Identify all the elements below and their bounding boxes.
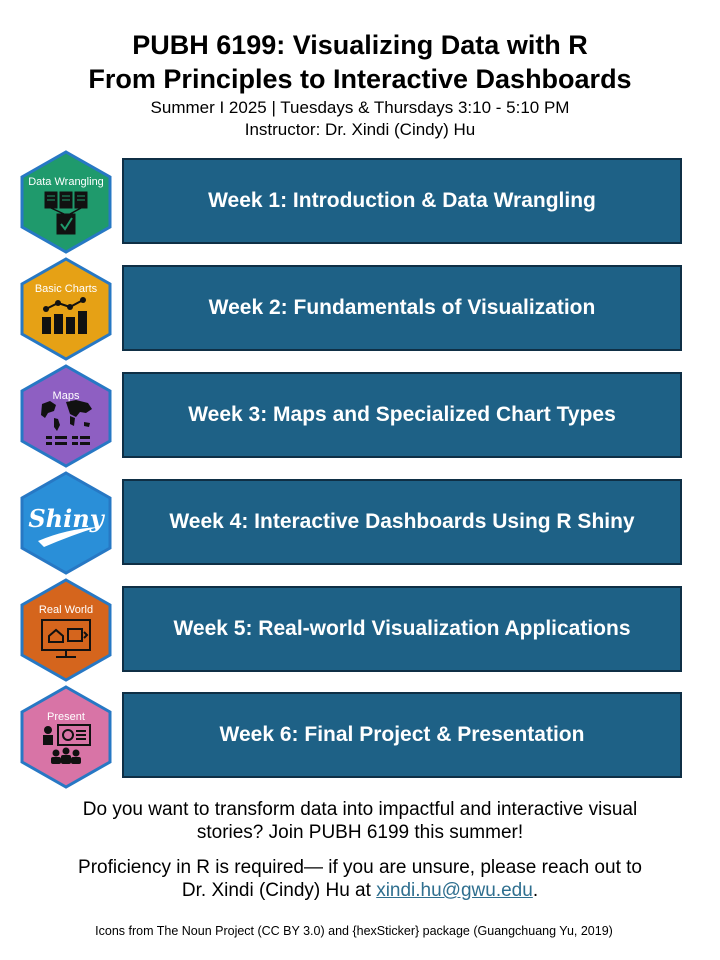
bar-chart-icon [42,297,87,334]
week-6-label: Week 6: Final Project & Presentation [219,723,585,746]
hex-label: Real World [39,604,93,616]
pitch-line-1: Do you want to transform data into impac… [82,799,638,820]
requirement-line-2-prefix: Dr. Xindi (Cindy) Hu at [181,880,377,901]
week-2-label: Week 2: Fundamentals of Visualization [208,296,596,319]
week-1-box: Week 1: Introduction & Data Wrangling [122,158,682,244]
requirement-paragraph: Proficiency in R is required— if you are… [0,856,720,902]
hex-sticker-basic-charts: Basic Charts [20,257,112,361]
hex-label: Present [47,711,85,723]
week-5-label: Week 5: Real-world Visualization Applica… [173,617,631,640]
presentation-icon [43,724,91,764]
title-line-1: PUBH 6199: Visualizing Data with R [132,30,588,60]
week-3-label: Week 3: Maps and Specialized Chart Types [188,403,616,426]
week-3-box: Week 3: Maps and Specialized Chart Types [122,372,682,458]
hex-sticker-present: Present [20,685,112,789]
requirement-line-2-suffix: . [532,880,539,901]
hex-sticker-shiny: Shiny [20,471,112,575]
hex-sticker-real-world: Real World [20,578,112,682]
hex-label: Data Wrangling [28,176,104,188]
hex-sticker-maps: Maps [20,364,112,468]
shiny-logo-icon: Shiny [28,504,106,547]
week-1-label: Week 1: Introduction & Data Wrangling [208,189,596,212]
hex-label: Shiny [28,504,105,533]
week-4-label: Week 4: Interactive Dashboards Using R S… [169,510,635,533]
world-map-icon [41,400,92,445]
instructor-text: Instructor: Dr. Xindi (Cindy) Hu [244,120,476,139]
week-4-box: Week 4: Interactive Dashboards Using R S… [122,479,682,565]
schedule-text: Summer I 2025 | Tuesdays & Thursdays 3:1… [150,98,570,117]
title-line-2: From Principles to Interactive Dashboard… [88,64,632,94]
week-6-box: Week 6: Final Project & Presentation [122,692,682,778]
pitch-line-2: stories? Join PUBH 6199 this summer! [196,822,524,843]
instructor-email-link[interactable]: xindi.hu@gwu.edu [376,880,533,901]
pitch-paragraph: Do you want to transform data into impac… [0,798,720,844]
hex-sticker-data-wrangling: Data Wrangling [20,150,112,254]
week-5-box: Week 5: Real-world Visualization Applica… [122,586,682,672]
requirement-line-1: Proficiency in R is required— if you are… [78,857,642,878]
icon-credit-text: Icons from The Noun Project (CC BY 3.0) … [95,924,613,938]
hex-label: Basic Charts [35,283,98,295]
week-2-box: Week 2: Fundamentals of Visualization [122,265,682,351]
data-wrangling-icon [44,191,88,235]
hex-label: Maps [53,390,80,402]
requirement-line-2: Dr. Xindi (Cindy) Hu at xindi.hu@gwu.edu… [0,879,720,902]
monitor-dashboard-icon [41,619,91,658]
